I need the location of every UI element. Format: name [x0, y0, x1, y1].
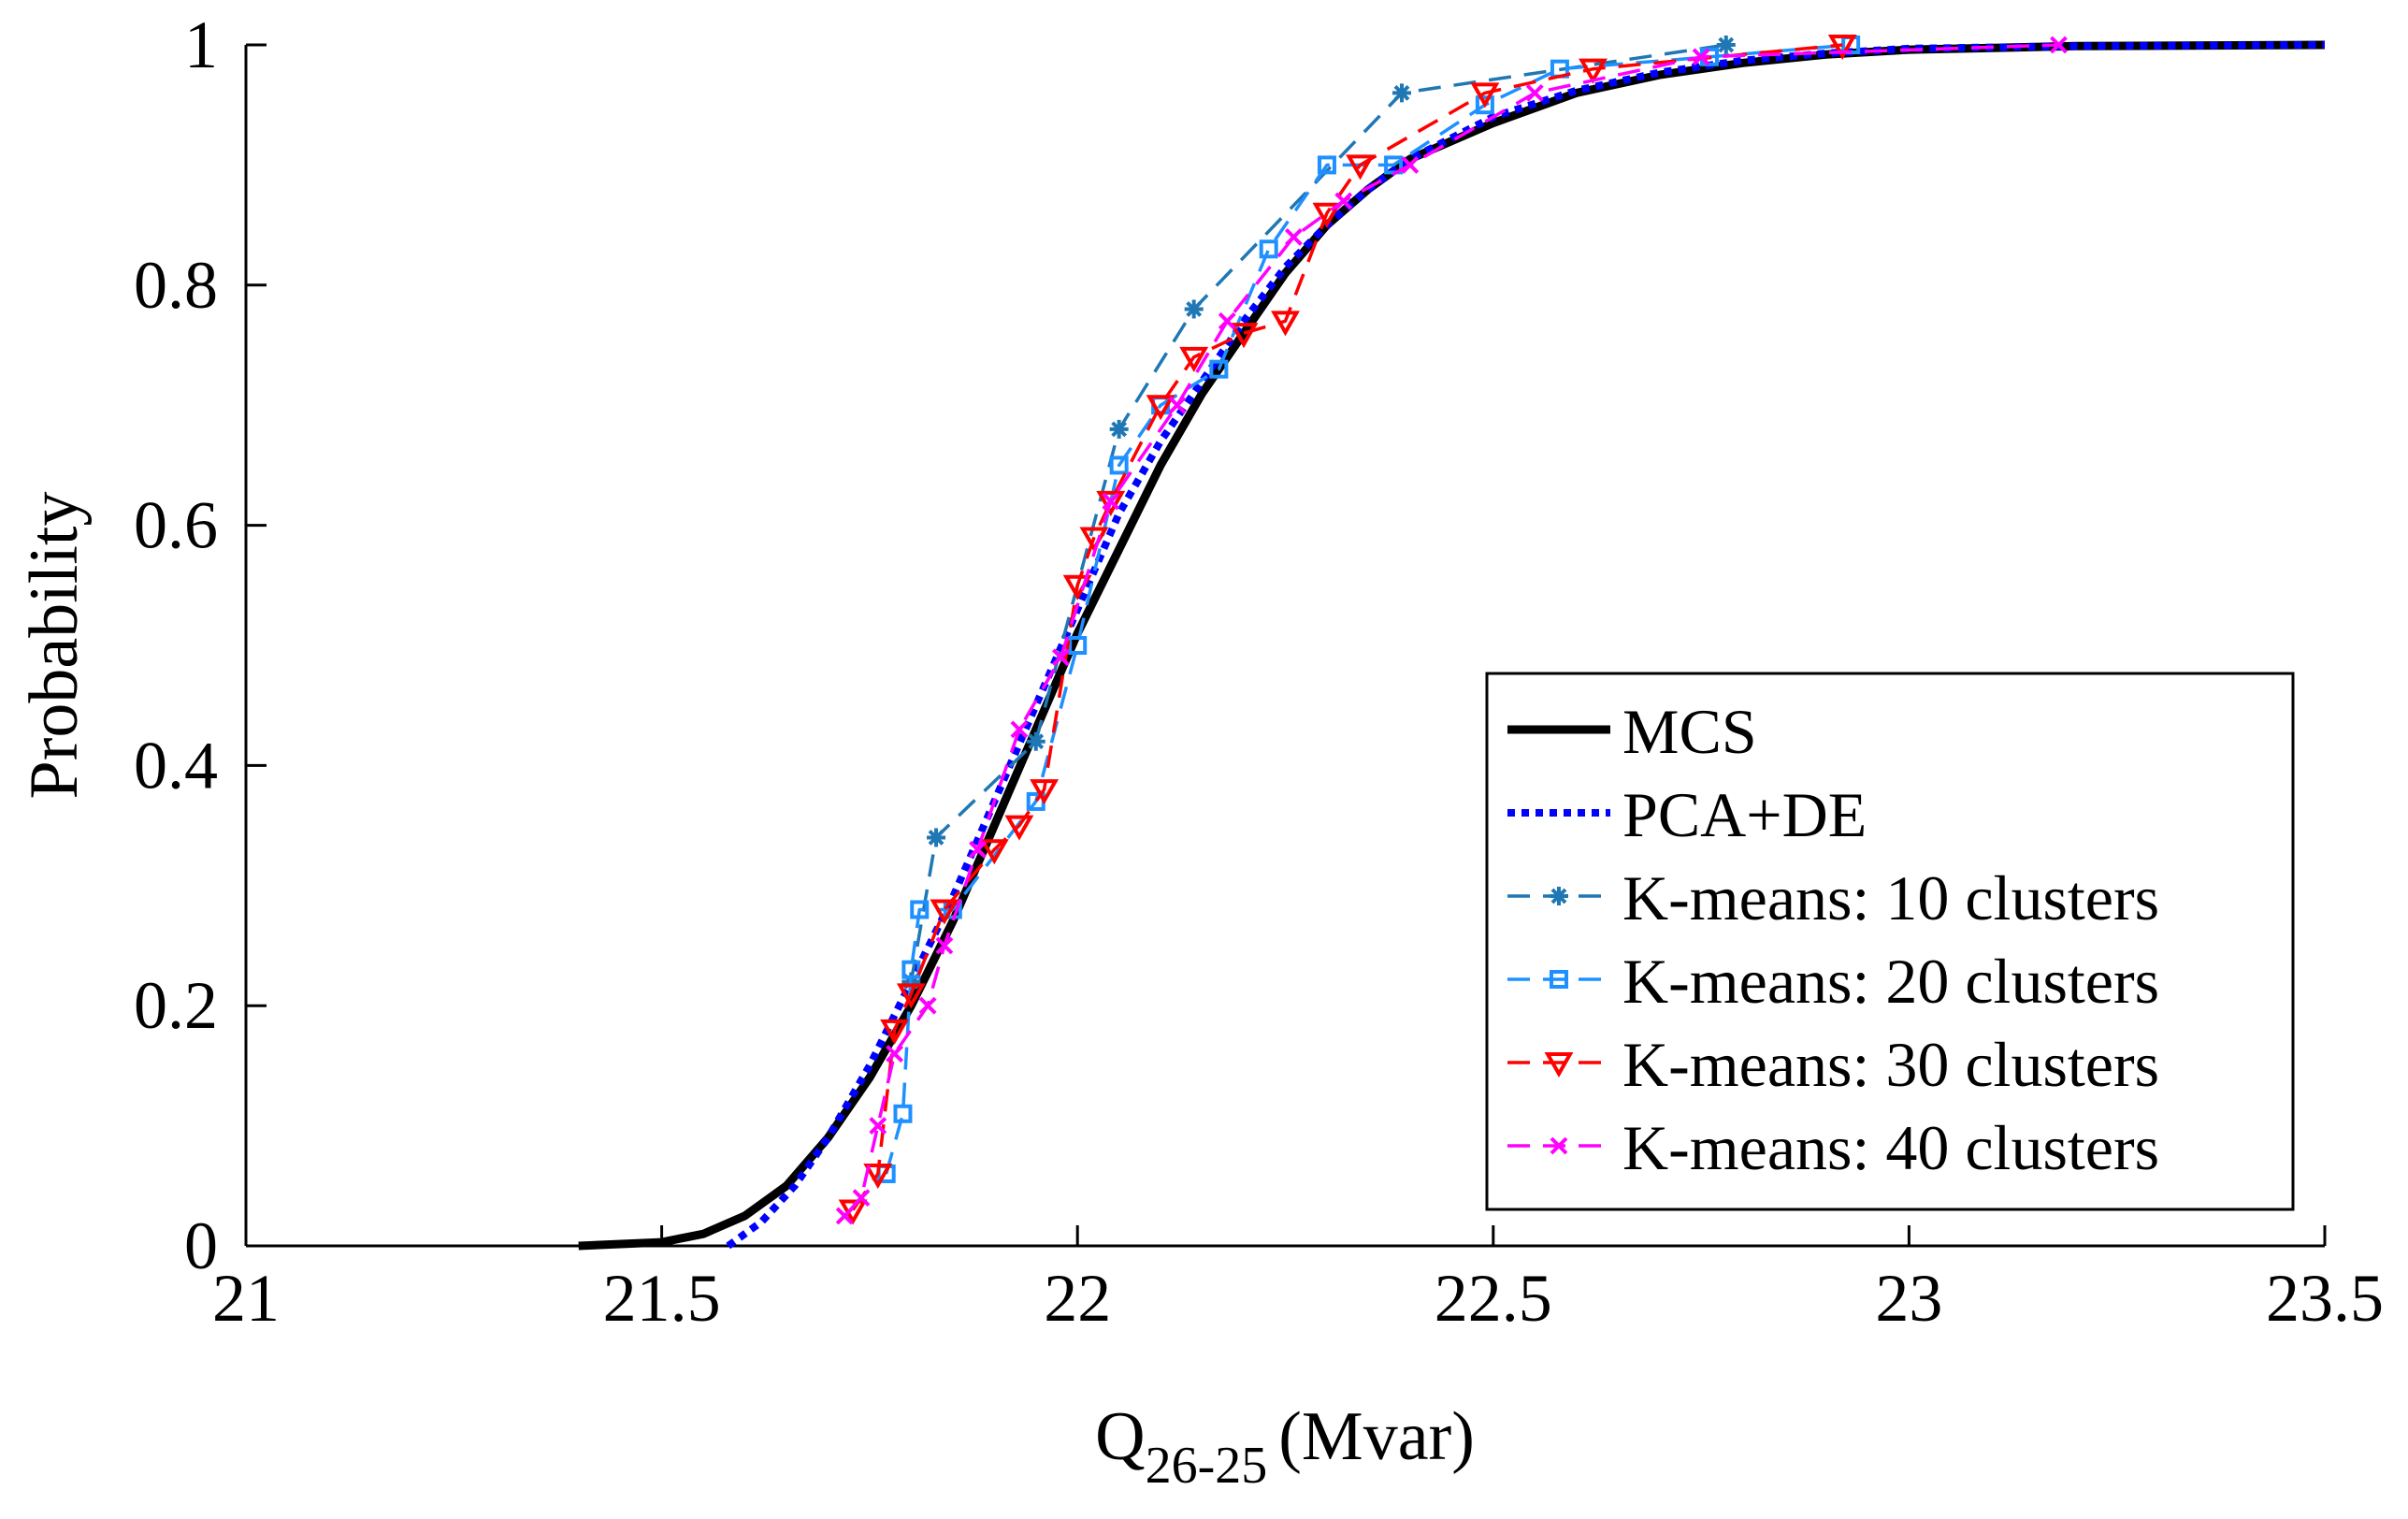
x-tick-label: 22.5: [1435, 1261, 1552, 1336]
x-tick-label: 21.5: [603, 1261, 721, 1336]
data-point-k-means-20-clusters: [1259, 239, 1278, 259]
x-tick-label: 23.5: [2266, 1261, 2384, 1336]
data-point-k-means-30-clusters: [1470, 82, 1500, 108]
data-point-k-means-30-clusters: [1004, 815, 1034, 841]
legend-item-mcs: MCS: [1507, 696, 1757, 767]
y-tick-label: 0.2: [134, 968, 218, 1043]
legend-label: K-means: 10 clusters: [1622, 862, 2159, 933]
legend-marker: [1544, 1052, 1574, 1078]
x-tick-label: 22: [1044, 1261, 1111, 1336]
data-point-k-means-40-clusters: [1525, 83, 1544, 102]
data-point-k-means-20-clusters: [1317, 155, 1336, 175]
data-point-k-means-40-clusters: [1284, 228, 1303, 246]
legend-item-k-means-10-clusters: K-means: 10 clusters: [1507, 862, 2159, 933]
data-point-k-means-40-clusters: [1334, 192, 1353, 210]
data-point-k-means-40-clusters: [1052, 648, 1070, 667]
legend-label: K-means: 30 clusters: [1622, 1029, 2159, 1100]
data-point-k-means-40-clusters: [1401, 155, 1420, 174]
series-line-k-means-40-clusters: [843, 43, 2059, 1218]
x-tick-label: 21: [212, 1261, 280, 1336]
data-point-k-means-30-clusters: [1579, 58, 1608, 84]
data-point-k-means-20-clusters: [910, 900, 930, 919]
data-point-k-means-40-clusters: [935, 936, 954, 955]
legend-marker: [1550, 887, 1568, 905]
series-line-k-means-20-clusters: [885, 43, 1852, 1175]
legend-marker: [1550, 970, 1568, 989]
data-point-k-means-30-clusters: [930, 899, 959, 925]
data-point-k-means-30-clusters: [1179, 346, 1209, 372]
y-axis-label: Probability: [16, 492, 93, 800]
data-point-k-means-40-clusters: [969, 840, 987, 859]
data-point-k-means-20-clusters: [893, 1104, 913, 1123]
data-point-k-means-40-clusters: [869, 1117, 887, 1136]
data-point-k-means-30-clusters: [1096, 490, 1126, 516]
series-pca-de: [726, 41, 2326, 1250]
y-tick-label: 0.6: [134, 488, 218, 563]
data-point-k-means-40-clusters: [1102, 492, 1120, 511]
data-point-k-means-20-clusters: [1109, 456, 1129, 475]
legend-label: MCS: [1622, 696, 1757, 767]
y-tick-label: 0.8: [134, 248, 218, 323]
data-point-k-means-20-clusters: [901, 960, 921, 979]
data-point-k-means-10-clusters: [927, 828, 946, 847]
data-point-k-means-40-clusters: [918, 996, 937, 1015]
series-line-pca-de: [726, 41, 2326, 1250]
data-point-k-means-30-clusters: [880, 1019, 910, 1045]
data-point-k-means-40-clusters: [1168, 396, 1187, 414]
series-k-means-30-clusters: [838, 35, 1857, 1225]
legend-marker: [1550, 1136, 1568, 1155]
y-tick-label: 0: [184, 1208, 218, 1283]
legend-box: [1485, 672, 2295, 1211]
legend-items: MCS PCA+DE K-means: 10 clusters K-means: 20…: [1507, 696, 2159, 1183]
legend-label: K-means: 40 clusters: [1622, 1112, 2159, 1183]
x-axis-label: Q26-25 (Mvar): [1095, 1398, 1475, 1495]
legend-item-k-means-40-clusters: K-means: 40 clusters: [1507, 1112, 2159, 1183]
y-tick-label: 0.4: [134, 728, 218, 803]
data-point-k-means-30-clusters: [1827, 35, 1857, 61]
data-point-k-means-30-clusters: [979, 839, 1009, 865]
legend-item-k-means-30-clusters: K-means: 30 clusters: [1507, 1029, 2159, 1100]
series-layer: [578, 35, 2326, 1251]
data-point-k-means-30-clusters: [1346, 154, 1375, 181]
legend: MCS PCA+DE K-means: 10 clusters K-means: 20…: [1485, 672, 2295, 1211]
data-point-k-means-10-clusters: [1716, 36, 1736, 54]
data-point-k-means-30-clusters: [1312, 202, 1342, 228]
x-axis-label-subscript: 26-25: [1146, 1437, 1268, 1495]
data-point-k-means-30-clusters: [896, 983, 926, 1009]
data-point-k-means-10-clusters: [1109, 419, 1129, 439]
series-k-means-40-clusters: [835, 36, 2068, 1225]
x-tick-label: 23: [1875, 1261, 1942, 1336]
legend-item-pca-de: PCA+DE: [1507, 779, 1867, 850]
data-point-k-means-30-clusters: [863, 1163, 893, 1189]
data-point-k-means-10-clusters: [1184, 299, 1204, 319]
data-point-k-means-20-clusters: [1068, 636, 1088, 655]
data-point-k-means-20-clusters: [1209, 359, 1229, 379]
data-point-k-means-40-clusters: [2050, 36, 2068, 54]
data-point-k-means-40-clusters: [1010, 720, 1029, 739]
data-point-k-means-20-clusters: [1475, 95, 1494, 115]
data-point-k-means-30-clusters: [1229, 323, 1259, 349]
x-axis-label-unit: (Mvar): [1278, 1398, 1475, 1475]
series-line-k-means-30-clusters: [851, 43, 1843, 1211]
data-point-k-means-30-clusters: [1030, 779, 1060, 805]
legend-label: K-means: 20 clusters: [1622, 946, 2159, 1017]
data-point-k-means-10-clusters: [1026, 731, 1045, 751]
data-point-k-means-40-clusters: [1218, 311, 1236, 330]
data-point-k-means-30-clusters: [1146, 395, 1175, 421]
data-point-k-means-40-clusters: [1692, 48, 1710, 66]
y-tick-label: 1: [184, 7, 218, 82]
data-point-k-means-40-clusters: [852, 1189, 871, 1208]
data-point-k-means-40-clusters: [835, 1207, 854, 1225]
legend-label: PCA+DE: [1622, 779, 1867, 850]
data-point-k-means-10-clusters: [1391, 83, 1411, 103]
x-axis-label-main: Q: [1095, 1398, 1145, 1475]
tick-layer: 21 21.5 22 22.5 23 23.5 0 0.2 0.4 0.6 0.8 1: [134, 7, 2384, 1336]
legend-item-k-means-20-clusters: K-means: 20 clusters: [1507, 946, 2159, 1017]
data-point-k-means-30-clusters: [1271, 311, 1300, 337]
data-point-k-means-40-clusters: [886, 1045, 903, 1063]
